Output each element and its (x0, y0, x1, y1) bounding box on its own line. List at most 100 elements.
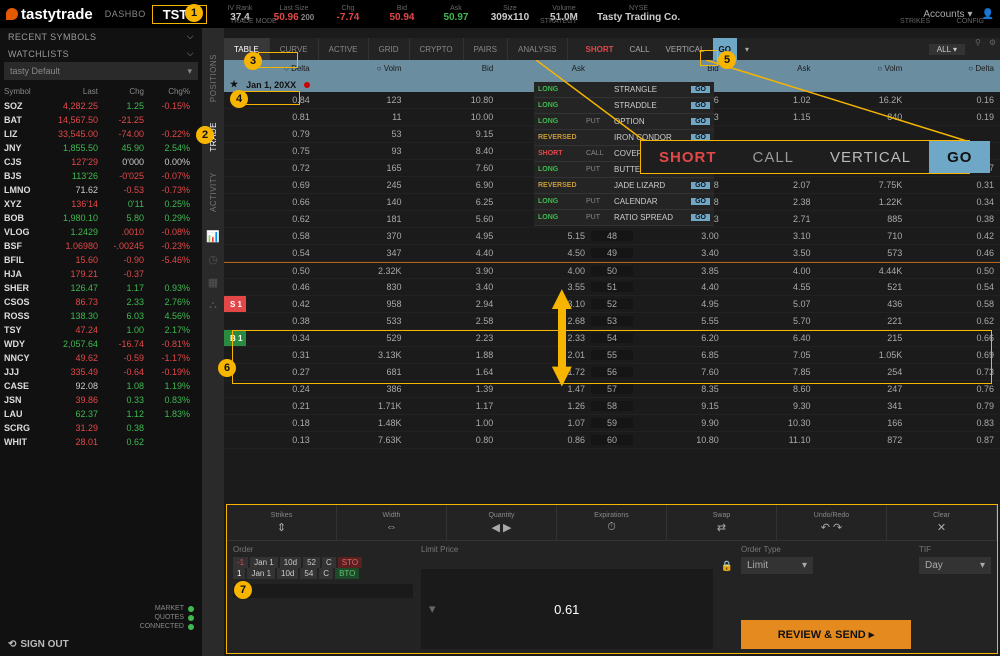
tif-select[interactable]: Day▾ (919, 557, 991, 574)
order-tool-undo-redo[interactable]: Undo/Redo↶ ↷ (777, 505, 887, 540)
strategy-spread[interactable]: VERTICAL (658, 38, 713, 60)
rail-grid-icon[interactable]: ▦ (208, 276, 218, 289)
watchlist-row[interactable]: XYZ136'140'110.25% (0, 197, 202, 211)
quote-item: Ask50.97 (435, 5, 477, 23)
strategy-direction[interactable]: SHORT (578, 38, 622, 60)
watchlist-row[interactable]: SHER126.471.170.93% (0, 281, 202, 295)
config-label: CONFIG (953, 18, 988, 25)
chevron-down-icon: ⌵ (187, 48, 194, 59)
option-row[interactable]: 0.181.48K1.001.07599.9010.301660.83 (224, 415, 1000, 432)
order-leg[interactable]: -1Jan 110d52CSTO (233, 557, 413, 568)
rail-clock-icon[interactable]: ◷ (208, 253, 218, 266)
mode-tab-grid[interactable]: GRID (369, 38, 410, 60)
option-row[interactable]: 0.502.32K3.904.00503.854.004.44K0.50 (224, 262, 1000, 279)
watchlist-row[interactable]: JNY1,855.5045.902.54% (0, 141, 202, 155)
mode-tab-curve[interactable]: CURVE (270, 38, 319, 60)
watchlist-row[interactable]: CJS127'290'0000.00% (0, 155, 202, 169)
strategy-menu-item[interactable]: LONGPUTCALENDARGO (534, 194, 714, 210)
watchlist-row[interactable]: WHIT28.010.62 (0, 435, 202, 449)
strategy-menu-item[interactable]: LONGSTRADDLEGO (534, 98, 714, 114)
strategy-chevron-icon[interactable]: ▾ (737, 38, 757, 60)
order-type-select[interactable]: Limit▾ (741, 557, 813, 574)
strategy-menu-item[interactable]: LONGSTRANGLEGO (534, 82, 714, 98)
watchlist-row[interactable]: VLOG1.2429.0010-0.08% (0, 225, 202, 239)
watchlist-row[interactable]: BOB1,980.105.800.29% (0, 211, 202, 225)
limit-price-input[interactable]: ▾0.61 (421, 569, 713, 649)
strategy-menu-item[interactable]: LONGPUTOPTIONGO (534, 114, 714, 130)
mode-tab-pairs[interactable]: PAIRS (464, 38, 508, 60)
watchlist-row[interactable]: CASE92.081.081.19% (0, 379, 202, 393)
mode-tab-active[interactable]: ACTIVE (319, 38, 369, 60)
order-tool-swap[interactable]: Swap⇄ (667, 505, 777, 540)
watchlist-row[interactable]: JJJ335.49-0.64-0.19% (0, 365, 202, 379)
watchlist-select[interactable]: tasty Default▾ (4, 62, 198, 80)
status-quotes: QUOTES (154, 614, 184, 621)
watchlist-row[interactable]: LMNO71.62-0.53-0.73% (0, 183, 202, 197)
watchlist-row[interactable]: NNCY49.62-0.59-1.17% (0, 351, 202, 365)
option-row[interactable]: 0.276811.641.72567.607.852540.73 (224, 364, 1000, 381)
watchlist-row[interactable]: JSN39.860.330.83% (0, 393, 202, 407)
watchlists-header[interactable]: WATCHLISTS⌵ (0, 45, 202, 62)
option-row[interactable]: 0.211.71K1.171.26589.159.303410.79 (224, 398, 1000, 415)
strikes-selector[interactable]: ALL ▾ (923, 38, 971, 60)
watchlist-header-row: SymbolLastChgChg% (0, 84, 202, 99)
option-row[interactable]: 0.137.63K0.800.866010.8011.108720.87 (224, 432, 1000, 449)
lock-icon[interactable]: 🔒 (721, 561, 733, 649)
option-row[interactable]: 0.468303.403.55514.404.555210.54 (224, 279, 1000, 296)
tif-label: TIF (919, 545, 991, 554)
watchlist-row[interactable]: WDY2,057.64-16.74-0.81% (0, 337, 202, 351)
rail-chart-icon[interactable]: 📊 (206, 230, 220, 243)
order-note-input[interactable] (233, 584, 413, 598)
settings-icon[interactable]: ⚙ (985, 38, 1000, 60)
watchlist-row[interactable]: BJS113'26-0'025-0.07% (0, 169, 202, 183)
mode-row: TABLECURVEACTIVEGRIDCRYPTOPAIRSANALYSIS … (224, 38, 1000, 60)
watchlist-row[interactable]: HJA179.21-0.37 (0, 267, 202, 281)
order-legs: -1Jan 110d52CSTO1Jan 110d54CBTO (233, 557, 413, 579)
status-footer: MARKET QUOTES CONNECTED (0, 602, 202, 633)
option-row[interactable]: 0.385332.582.68535.555.702210.62 (224, 313, 1000, 330)
option-row[interactable]: 0.583704.955.15483.003.107100.42 (224, 228, 1000, 245)
option-row[interactable]: 0.243861.391.47578.358.602470.76 (224, 381, 1000, 398)
mode-tab-analysis[interactable]: ANALYSIS (508, 38, 568, 60)
order-tool-expirations[interactable]: Expirations⏱ (557, 505, 667, 540)
brand-logo: tastytrade (6, 6, 93, 23)
watchlist-row[interactable]: BFIL15.60-0.90-5.46% (0, 253, 202, 267)
order-tool-strikes[interactable]: Strikes⇕ (227, 505, 337, 540)
order-tool-quantity[interactable]: Quantity◀ ▶ (447, 505, 557, 540)
limit-price-label: Limit Price (421, 545, 713, 554)
watchlist-row[interactable]: CSOS86.732.332.76% (0, 295, 202, 309)
live-dot-icon (304, 82, 310, 88)
quote-item: NYSETasty Trading Co. (597, 5, 680, 23)
watchlist-row[interactable]: BSF1.06980-.00245-0.23% (0, 239, 202, 253)
option-row[interactable]: 0.313.13K1.882.01556.857.051.05K0.69 (224, 347, 1000, 364)
strategy-type[interactable]: CALL (622, 38, 658, 60)
watchlist-row[interactable]: ROSS138.306.034.56% (0, 309, 202, 323)
recent-symbols-header[interactable]: RECENT SYMBOLS⌵ (0, 28, 202, 45)
option-row[interactable]: 0.345292.232.33546.206.402150.66B 1 (224, 330, 1000, 347)
rail-people-icon[interactable]: ⛬ (209, 299, 217, 312)
marker-5: 5 (718, 51, 736, 69)
review-send-button[interactable]: REVIEW & SEND ▸ (741, 620, 911, 649)
order-tool-clear[interactable]: Clear✕ (887, 505, 997, 540)
nav-dashboard[interactable]: DASHBO (105, 9, 146, 19)
rail-tab-activity[interactable]: ACTIVITY (209, 164, 218, 220)
option-row[interactable]: 0.429582.943.10524.955.074360.58S 1 (224, 296, 1000, 313)
order-tool-width[interactable]: Width⇔ (337, 505, 447, 540)
option-row[interactable]: 0.543474.404.50493.403.505730.46 (224, 245, 1000, 262)
sign-out-button[interactable]: ⟲SIGN OUT (0, 633, 202, 656)
center-panel: TRADE MODESTRATEGYSTRIKESCONFIG TABLECUR… (224, 28, 1000, 656)
watchlist-row[interactable]: LIZ33,545.00-74.00-0.22% (0, 127, 202, 141)
watchlist-row[interactable]: SOZ4,282.251.25-0.15% (0, 99, 202, 113)
strategy-menu-item[interactable]: LONGPUTRATIO SPREADGO (534, 210, 714, 226)
rail-tab-positions[interactable]: POSITIONS (209, 46, 218, 110)
mode-tab-crypto[interactable]: CRYPTO (410, 38, 464, 60)
filter-icon[interactable]: ⚲ (971, 38, 985, 60)
marker-4: 4 (230, 90, 248, 108)
watchlist-row[interactable]: BAT14,567.50-21.25 (0, 113, 202, 127)
watchlist-row[interactable]: TSY47.241.002.17% (0, 323, 202, 337)
watchlist-row[interactable]: SCRG31.290.38 (0, 421, 202, 435)
order-leg[interactable]: 1Jan 110d54CBTO (233, 568, 413, 579)
strategy-menu-item[interactable]: REVERSEDJADE LIZARDGO (534, 178, 714, 194)
watchlist-row[interactable]: LAU62.371.121.83% (0, 407, 202, 421)
status-dot-icon (188, 615, 194, 621)
